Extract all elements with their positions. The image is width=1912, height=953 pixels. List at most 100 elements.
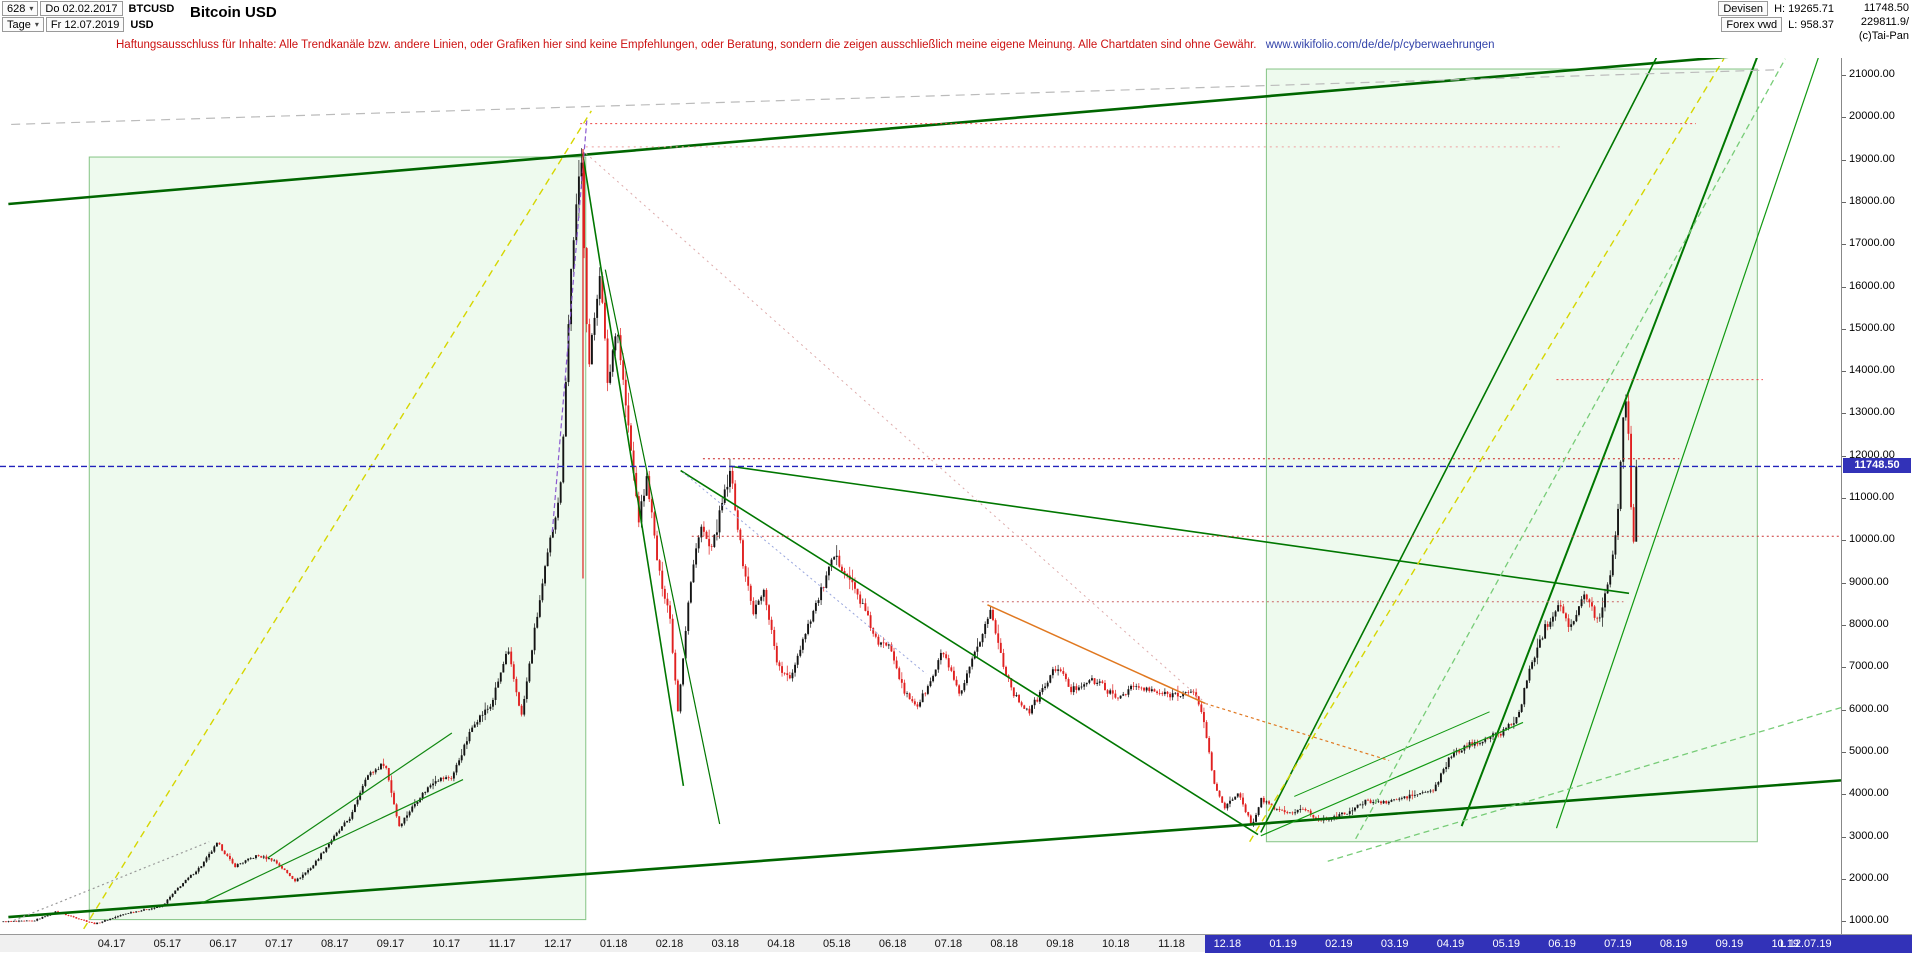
price-tick-label: 3000.00 (1849, 829, 1889, 842)
price-tick-mark (1842, 540, 1846, 542)
header: 628 ▾ Do 02.02.2017 BTCUSD Tage ▾ Fr 12.… (0, 0, 1912, 42)
volume-label: 229811.9/ (1860, 16, 1909, 28)
trend-region (88, 156, 587, 921)
end-date-value: Fr 12.07.2019 (50, 18, 120, 31)
currency-label: USD (130, 18, 154, 31)
time-tick-label: 04.18 (767, 938, 795, 950)
price-tick-mark (1842, 117, 1846, 119)
trend-line[interactable] (683, 472, 927, 675)
trend-line[interactable] (730, 465, 1630, 595)
price-tick-label: 18000.00 (1849, 194, 1895, 207)
time-axis-highlight (1205, 935, 1912, 953)
trend-line[interactable] (1204, 702, 1390, 762)
time-tick-label: 07.18 (934, 938, 963, 950)
time-tick-label: 05.19 (1492, 938, 1521, 950)
price-tick-label: 10000.00 (1849, 533, 1895, 546)
trend-line[interactable] (267, 732, 453, 859)
disclaimer-text: Haftungsausschluss für Inhalte: Alle Tre… (116, 39, 1257, 51)
trend-line[interactable] (11, 69, 1775, 126)
trend-line[interactable] (8, 779, 1841, 919)
time-tick-label: 01.19 (1269, 938, 1297, 950)
disclaimer-bar: Haftungsausschluss für Inhalte: Alle Tre… (0, 34, 1912, 58)
time-tick-label: 09.18 (1046, 938, 1074, 950)
price-tick-mark (1842, 878, 1846, 880)
trend-line[interactable] (582, 155, 685, 787)
trend-line[interactable] (1260, 58, 1658, 833)
trend-line[interactable] (200, 778, 464, 905)
period-dropdown[interactable]: Tage ▾ (2, 17, 44, 32)
trend-regions (88, 68, 1758, 921)
price-tick-mark (1842, 752, 1846, 754)
price-tick-mark (1842, 244, 1846, 246)
last-quote-block: 11748.50 229811.9/ (c)Tai-Pan (1843, 1, 1909, 43)
trend-line[interactable] (13, 841, 210, 922)
time-tick-label: 11.18 (1158, 938, 1185, 950)
trend-line[interactable] (1249, 58, 1725, 843)
trend-line[interactable] (585, 152, 1211, 708)
last-price-label: 11748.50 (1863, 2, 1909, 14)
price-tick-mark (1842, 921, 1846, 923)
price-tick-label: 20000.00 (1849, 110, 1895, 123)
price-axis[interactable]: 21000.00 20000.00 19000.00 18000.00 17000.00… (1841, 58, 1912, 934)
period-high-label: H: 19265.71 (1774, 2, 1834, 15)
price-tick-mark (1842, 371, 1846, 373)
price-tick-label: 13000.00 (1849, 406, 1895, 419)
time-tick-label: 12.18 (1213, 938, 1242, 950)
candles (2, 148, 1638, 925)
trend-line[interactable] (1355, 58, 1786, 840)
trend-line[interactable] (1260, 721, 1524, 837)
trend-lines (0, 58, 1841, 930)
time-axis[interactable]: 04.17 05.17 06.17 07.17 08.17 09.17 10.17 11.17… (0, 934, 1912, 953)
chevron-down-icon: ▾ (34, 19, 39, 29)
trend-region (1265, 68, 1758, 843)
price-tick-label: 7000.00 (1849, 660, 1889, 673)
price-tick-mark (1842, 286, 1846, 288)
time-tick-label: 06.17 (209, 938, 237, 950)
time-tick-label: 06.19 (1548, 938, 1576, 950)
trend-line[interactable] (551, 119, 588, 533)
source-label: Devisen (1718, 1, 1769, 16)
trend-line[interactable] (1460, 58, 1758, 827)
time-tick-label: 10.17 (432, 938, 461, 950)
price-tick-label: 8000.00 (1849, 618, 1889, 631)
bars-count-dropdown[interactable]: 628 ▾ (2, 1, 39, 16)
price-tick-mark (1842, 582, 1846, 584)
copyright-label: (c)Tai-Pan (1858, 30, 1909, 42)
trend-line[interactable] (1294, 711, 1490, 797)
price-tick-label: 4000.00 (1849, 787, 1889, 800)
time-tick-label: 05.17 (153, 938, 182, 950)
trend-line[interactable] (680, 469, 1259, 836)
trend-line[interactable] (604, 269, 721, 825)
price-tick-mark (1842, 413, 1846, 415)
time-tick-label: 04.17 (97, 938, 126, 950)
trend-line[interactable] (1555, 58, 1819, 829)
disclaimer-link[interactable]: www.wikifolio.com/de/de/p/cyberwaehrunge… (1265, 39, 1495, 51)
price-tick-mark (1842, 159, 1846, 161)
time-tick-label: 11.17 (488, 938, 516, 950)
price-tick-label: 15000.00 (1849, 321, 1895, 334)
price-tick-label: 21000.00 (1849, 67, 1895, 80)
time-tick-label: 08.19 (1659, 938, 1688, 950)
start-date-field[interactable]: Do 02.02.2017 (40, 1, 123, 16)
trend-line[interactable] (987, 604, 1206, 705)
time-tick-label: 09.19 (1715, 938, 1744, 950)
price-tick-mark (1842, 709, 1846, 711)
price-tick-mark (1842, 794, 1846, 796)
price-tick-label: 17000.00 (1849, 237, 1895, 250)
time-tick-label: 12.17 (544, 938, 572, 950)
time-tick-label: 10.19 (1771, 938, 1799, 950)
period-value: Tage (7, 18, 31, 31)
chart-settings: 628 ▾ Do 02.02.2017 BTCUSD Tage ▾ Fr 12.… (2, 1, 178, 32)
time-tick-label: 01.18 (599, 938, 628, 950)
quote-info: Devisen H: 19265.71 Forex vwd L: 958.37 (1718, 1, 1834, 32)
time-tick-label: 02.19 (1325, 938, 1353, 950)
price-tick-mark (1842, 74, 1846, 76)
price-tick-label: 14000.00 (1849, 364, 1895, 377)
chart-canvas[interactable] (0, 58, 1841, 934)
start-date-value: Do 02.02.2017 (45, 2, 118, 15)
time-tick-label: 02.18 (655, 938, 684, 950)
time-tick-label: 08.17 (320, 938, 349, 950)
end-date-field[interactable]: Fr 12.07.2019 (45, 17, 125, 32)
trend-line[interactable] (83, 110, 592, 930)
